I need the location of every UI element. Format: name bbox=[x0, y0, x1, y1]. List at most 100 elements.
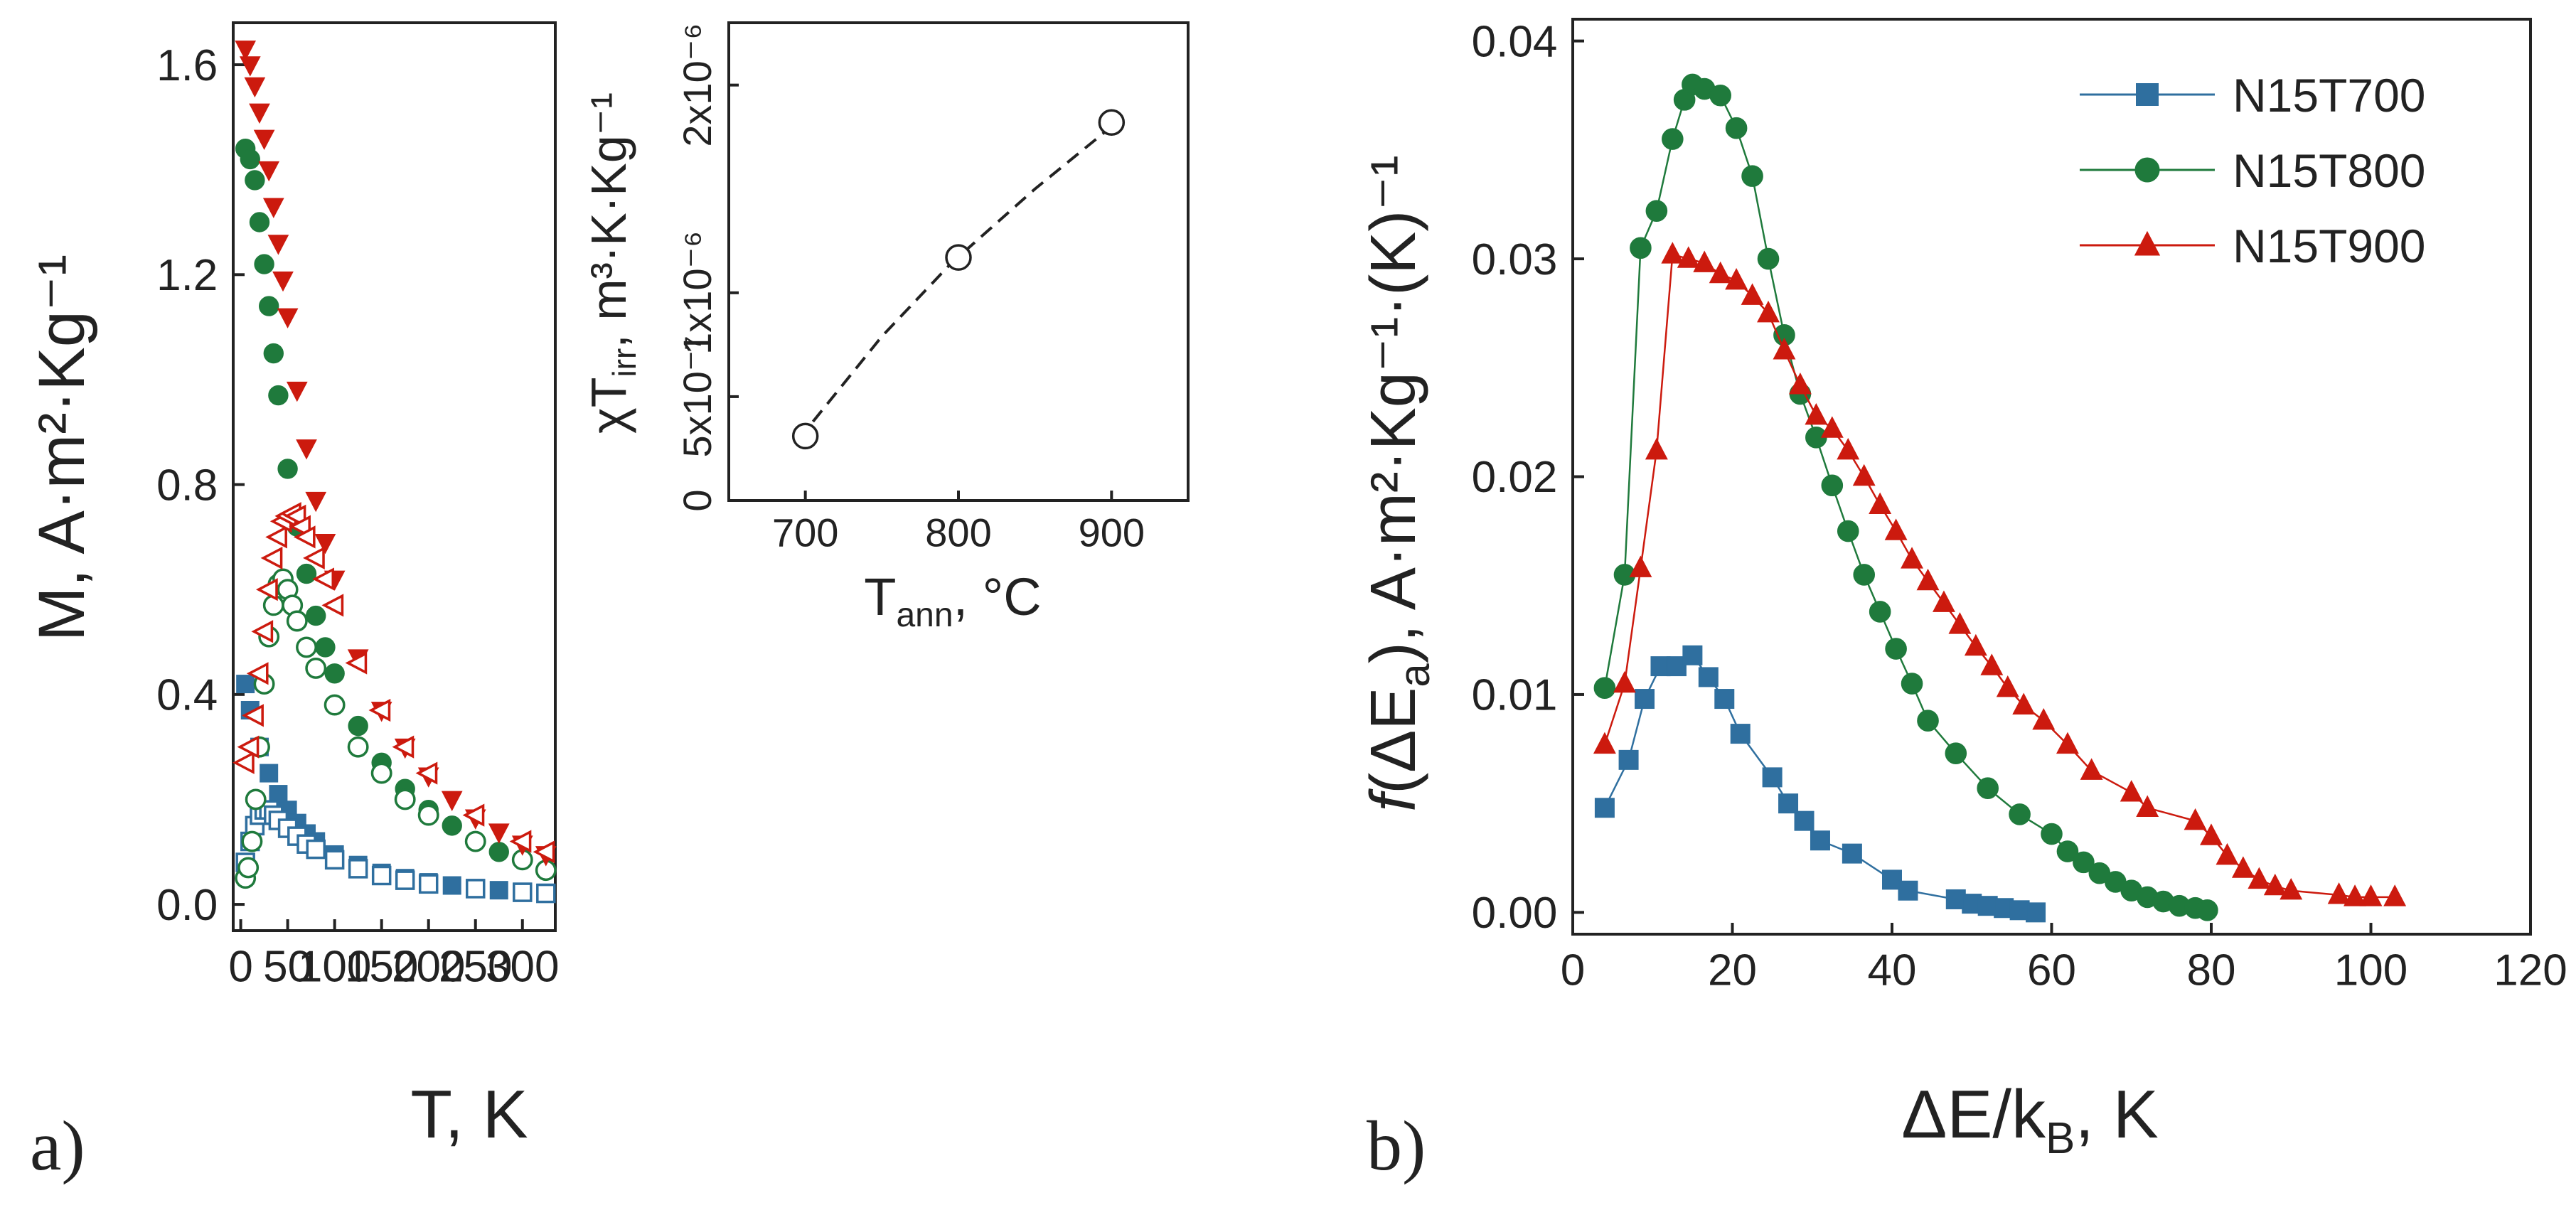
legend-item-n15t900: N15T900 bbox=[2080, 220, 2426, 272]
data-point bbox=[306, 605, 326, 626]
data-point bbox=[2032, 707, 2056, 730]
data-point bbox=[312, 567, 334, 591]
legend-item-n15t800: N15T800 bbox=[2080, 144, 2426, 197]
data-point bbox=[277, 308, 299, 328]
data-point bbox=[1757, 247, 1780, 270]
x-tick-label: 250 bbox=[439, 942, 512, 991]
data-point bbox=[1869, 492, 1892, 515]
data-point bbox=[245, 788, 267, 810]
inset-y-axis-title: χTirr, m³·K·Kg⁻¹ bbox=[581, 92, 643, 434]
x-tick-label: 200 bbox=[392, 942, 465, 991]
data-point bbox=[2280, 877, 2303, 900]
data-point bbox=[1901, 547, 1924, 569]
data-point bbox=[1757, 300, 1780, 323]
data-point bbox=[1916, 568, 1940, 591]
data-point bbox=[1741, 165, 1763, 187]
data-point bbox=[1980, 653, 2004, 675]
data-point bbox=[240, 149, 260, 170]
data-point bbox=[249, 103, 270, 124]
data-point bbox=[237, 735, 260, 759]
panel-a-series bbox=[232, 41, 557, 904]
data-point bbox=[2263, 873, 2287, 896]
y-tick-label: 0.0 bbox=[156, 881, 218, 930]
data-point bbox=[236, 675, 255, 694]
data-point bbox=[2120, 780, 2143, 802]
y-tick-label: 0.00 bbox=[1472, 889, 1558, 938]
data-point bbox=[489, 881, 508, 900]
data-point bbox=[1853, 564, 1876, 586]
data-point bbox=[305, 491, 327, 513]
data-point bbox=[1996, 675, 2019, 697]
data-point bbox=[442, 815, 462, 836]
data-point bbox=[1805, 402, 1828, 425]
data-point bbox=[442, 876, 461, 895]
panel-a-y-axis-title: M, A·m²·Kg⁻¹ bbox=[26, 255, 98, 641]
y-tick-label: 0.01 bbox=[1472, 671, 1558, 720]
x-tick-label: 120 bbox=[2494, 946, 2567, 995]
data-point bbox=[2041, 823, 2063, 845]
y-tick-label: 1.2 bbox=[156, 251, 218, 300]
data-point bbox=[462, 803, 485, 827]
data-point bbox=[1762, 767, 1783, 788]
data-point bbox=[2073, 851, 2095, 874]
x-tick-label: 50 bbox=[263, 942, 312, 991]
data-point bbox=[2056, 732, 2079, 754]
data-point bbox=[251, 620, 274, 643]
data-point bbox=[272, 271, 294, 292]
data-point bbox=[1709, 261, 1732, 284]
x-tick-label: 0 bbox=[1561, 946, 1585, 995]
x-tick-label: 100 bbox=[2334, 946, 2407, 995]
x-tick-label: 900 bbox=[1079, 510, 1145, 555]
data-point bbox=[348, 715, 368, 737]
panel-b: 0 20 40 60 80 100 120 0.00 0.01 0.02 0.03 0.04 N15… bbox=[1358, 17, 2567, 1185]
data-point bbox=[345, 651, 368, 675]
inset-plot bbox=[791, 109, 1126, 450]
data-point bbox=[1837, 520, 1859, 542]
data-point bbox=[268, 385, 289, 406]
data-point bbox=[1725, 117, 1748, 139]
data-point bbox=[249, 212, 270, 232]
x-tick-label: 300 bbox=[486, 942, 559, 991]
panel-b-x-axis-title: ΔE/kB, K bbox=[1901, 1076, 2159, 1163]
data-point bbox=[1884, 518, 1908, 540]
y-tick-label: 1.6 bbox=[156, 41, 218, 90]
series-n15t800-zfc bbox=[235, 568, 557, 889]
panel-b-x-ticks: 0 20 40 60 80 100 120 bbox=[1561, 923, 2567, 995]
data-point bbox=[1714, 689, 1735, 710]
data-point bbox=[260, 546, 283, 570]
data-point bbox=[324, 694, 346, 716]
panel-a-frame bbox=[232, 21, 557, 932]
data-point bbox=[536, 883, 556, 904]
data-point bbox=[1977, 777, 1999, 799]
data-point bbox=[1821, 474, 1844, 497]
x-tick-label: 100 bbox=[298, 942, 371, 991]
data-point bbox=[2200, 823, 2223, 845]
panel-b-y-axis-title: f(ΔEa), A·m²·Kg⁻¹·(K)⁻¹ bbox=[1358, 155, 1438, 811]
data-point bbox=[1933, 590, 1955, 612]
data-point bbox=[1901, 673, 1923, 695]
data-point bbox=[245, 170, 265, 191]
x-tick-label: 0 bbox=[228, 942, 252, 991]
legend-marker bbox=[2136, 83, 2159, 106]
x-tick-label: 60 bbox=[2027, 946, 2076, 995]
data-point bbox=[371, 865, 392, 886]
data-point bbox=[269, 785, 288, 804]
legend-marker bbox=[2134, 157, 2160, 183]
data-point bbox=[1645, 437, 1668, 460]
data-point bbox=[1709, 84, 1731, 107]
panel-a-label: a) bbox=[30, 1106, 85, 1185]
legend-marker bbox=[2134, 230, 2161, 256]
data-point bbox=[305, 657, 327, 679]
data-point bbox=[1730, 724, 1751, 744]
data-point bbox=[1885, 638, 1907, 660]
series-line bbox=[1603, 83, 2208, 911]
data-point bbox=[1593, 677, 1616, 700]
inset-data-point bbox=[791, 422, 819, 450]
legend-label: N15T700 bbox=[2233, 69, 2426, 122]
panel-a-y-ticks: 0.0 0.4 0.8 1.2 1.6 bbox=[156, 41, 245, 930]
data-point bbox=[1661, 242, 1684, 264]
data-point bbox=[1618, 749, 1639, 770]
